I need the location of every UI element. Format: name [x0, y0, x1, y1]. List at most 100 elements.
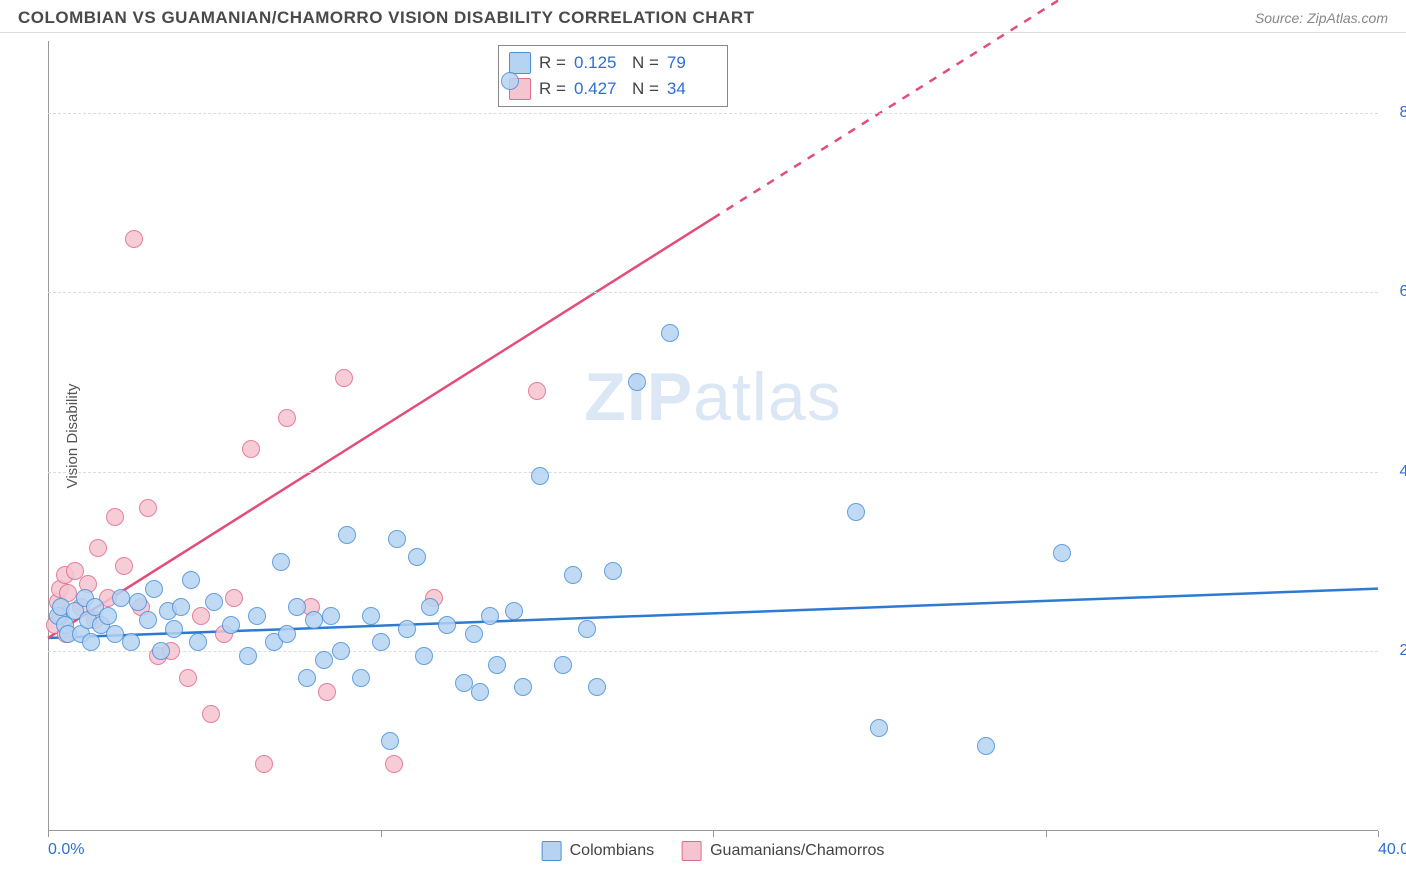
scatter-point-guamanians	[318, 683, 336, 701]
scatter-point-colombians	[112, 589, 130, 607]
scatter-point-colombians	[471, 683, 489, 701]
legend-bottom: Colombians Guamanians/Chamorros	[542, 841, 885, 861]
scatter-point-colombians	[332, 642, 350, 660]
scatter-point-colombians	[248, 607, 266, 625]
source-prefix: Source:	[1255, 10, 1307, 26]
x-tick-mark	[1378, 831, 1379, 837]
n-value-col: 79	[667, 53, 717, 73]
scatter-point-colombians	[421, 598, 439, 616]
scatter-point-colombians	[415, 647, 433, 665]
scatter-point-colombians	[172, 598, 190, 616]
scatter-point-colombians	[288, 598, 306, 616]
y-tick-label: 6.0%	[1400, 283, 1406, 301]
r-value-gua: 0.427	[574, 79, 624, 99]
legend-label-colombians: Colombians	[570, 842, 654, 860]
scatter-point-colombians	[189, 633, 207, 651]
scatter-point-guamanians	[115, 557, 133, 575]
scatter-point-colombians	[129, 593, 147, 611]
y-tick-label: 2.0%	[1400, 642, 1406, 660]
scatter-point-colombians	[362, 607, 380, 625]
scatter-point-colombians	[455, 674, 473, 692]
legend-item-guamanians: Guamanians/Chamorros	[682, 841, 884, 861]
scatter-point-colombians	[122, 633, 140, 651]
scatter-point-colombians	[182, 571, 200, 589]
scatter-point-guamanians	[89, 539, 107, 557]
scatter-point-colombians	[106, 625, 124, 643]
chart-title: COLOMBIAN VS GUAMANIAN/CHAMORRO VISION D…	[18, 8, 754, 28]
scatter-point-colombians	[381, 732, 399, 750]
plot-area: ZIPatlas R = 0.125 N = 79 R = 0.427 N = …	[48, 41, 1378, 831]
n-label-col: N =	[632, 53, 659, 73]
scatter-point-guamanians	[278, 409, 296, 427]
scatter-point-colombians	[165, 620, 183, 638]
scatter-point-guamanians	[125, 230, 143, 248]
x-tick-mark	[1046, 831, 1047, 837]
trend-lines	[48, 41, 1378, 831]
scatter-point-colombians	[505, 602, 523, 620]
scatter-point-colombians	[408, 548, 426, 566]
scatter-point-guamanians	[192, 607, 210, 625]
scatter-point-colombians	[82, 633, 100, 651]
scatter-point-colombians	[298, 669, 316, 687]
scatter-point-colombians	[501, 72, 519, 90]
scatter-point-colombians	[514, 678, 532, 696]
scatter-point-colombians	[578, 620, 596, 638]
y-tick-label: 8.0%	[1400, 104, 1406, 122]
scatter-point-colombians	[977, 737, 995, 755]
scatter-point-colombians	[1053, 544, 1071, 562]
scatter-point-colombians	[531, 467, 549, 485]
r-label-gua: R =	[539, 79, 566, 99]
scatter-point-colombians	[488, 656, 506, 674]
scatter-point-colombians	[372, 633, 390, 651]
scatter-point-colombians	[322, 607, 340, 625]
scatter-point-colombians	[145, 580, 163, 598]
scatter-point-guamanians	[179, 669, 197, 687]
source-label: Source: ZipAtlas.com	[1255, 10, 1388, 26]
scatter-point-colombians	[870, 719, 888, 737]
n-value-gua: 34	[667, 79, 717, 99]
scatter-point-guamanians	[139, 499, 157, 517]
scatter-point-guamanians	[255, 755, 273, 773]
scatter-point-guamanians	[385, 755, 403, 773]
legend-swatch-colombians	[542, 841, 562, 861]
scatter-point-colombians	[139, 611, 157, 629]
gridline	[48, 472, 1378, 473]
legend-swatch-guamanians	[682, 841, 702, 861]
scatter-point-colombians	[438, 616, 456, 634]
gridline	[48, 113, 1378, 114]
scatter-point-colombians	[604, 562, 622, 580]
scatter-point-guamanians	[528, 382, 546, 400]
scatter-point-colombians	[554, 656, 572, 674]
scatter-point-guamanians	[106, 508, 124, 526]
scatter-point-guamanians	[335, 369, 353, 387]
scatter-point-colombians	[465, 625, 483, 643]
stats-row-guamanians: R = 0.427 N = 34	[509, 76, 717, 102]
scatter-point-colombians	[628, 373, 646, 391]
scatter-point-colombians	[398, 620, 416, 638]
chart-container: Vision Disability ZIPatlas R = 0.125 N =…	[48, 41, 1378, 831]
scatter-point-colombians	[222, 616, 240, 634]
scatter-point-colombians	[315, 651, 333, 669]
scatter-point-guamanians	[242, 440, 260, 458]
scatter-point-colombians	[338, 526, 356, 544]
scatter-point-colombians	[388, 530, 406, 548]
gridline	[48, 292, 1378, 293]
scatter-point-colombians	[278, 625, 296, 643]
scatter-point-colombians	[564, 566, 582, 584]
r-label-col: R =	[539, 53, 566, 73]
scatter-point-colombians	[847, 503, 865, 521]
y-tick-label: 4.0%	[1400, 463, 1406, 481]
x-tick-mark	[713, 831, 714, 837]
x-tick-mark	[48, 831, 49, 837]
scatter-point-guamanians	[202, 705, 220, 723]
legend-label-guamanians: Guamanians/Chamorros	[710, 842, 884, 860]
n-label-gua: N =	[632, 79, 659, 99]
scatter-point-colombians	[99, 607, 117, 625]
r-value-col: 0.125	[574, 53, 624, 73]
stats-row-colombians: R = 0.125 N = 79	[509, 50, 717, 76]
source-value: ZipAtlas.com	[1307, 10, 1388, 26]
scatter-point-colombians	[272, 553, 290, 571]
scatter-point-colombians	[152, 642, 170, 660]
scatter-point-colombians	[481, 607, 499, 625]
scatter-point-colombians	[661, 324, 679, 342]
